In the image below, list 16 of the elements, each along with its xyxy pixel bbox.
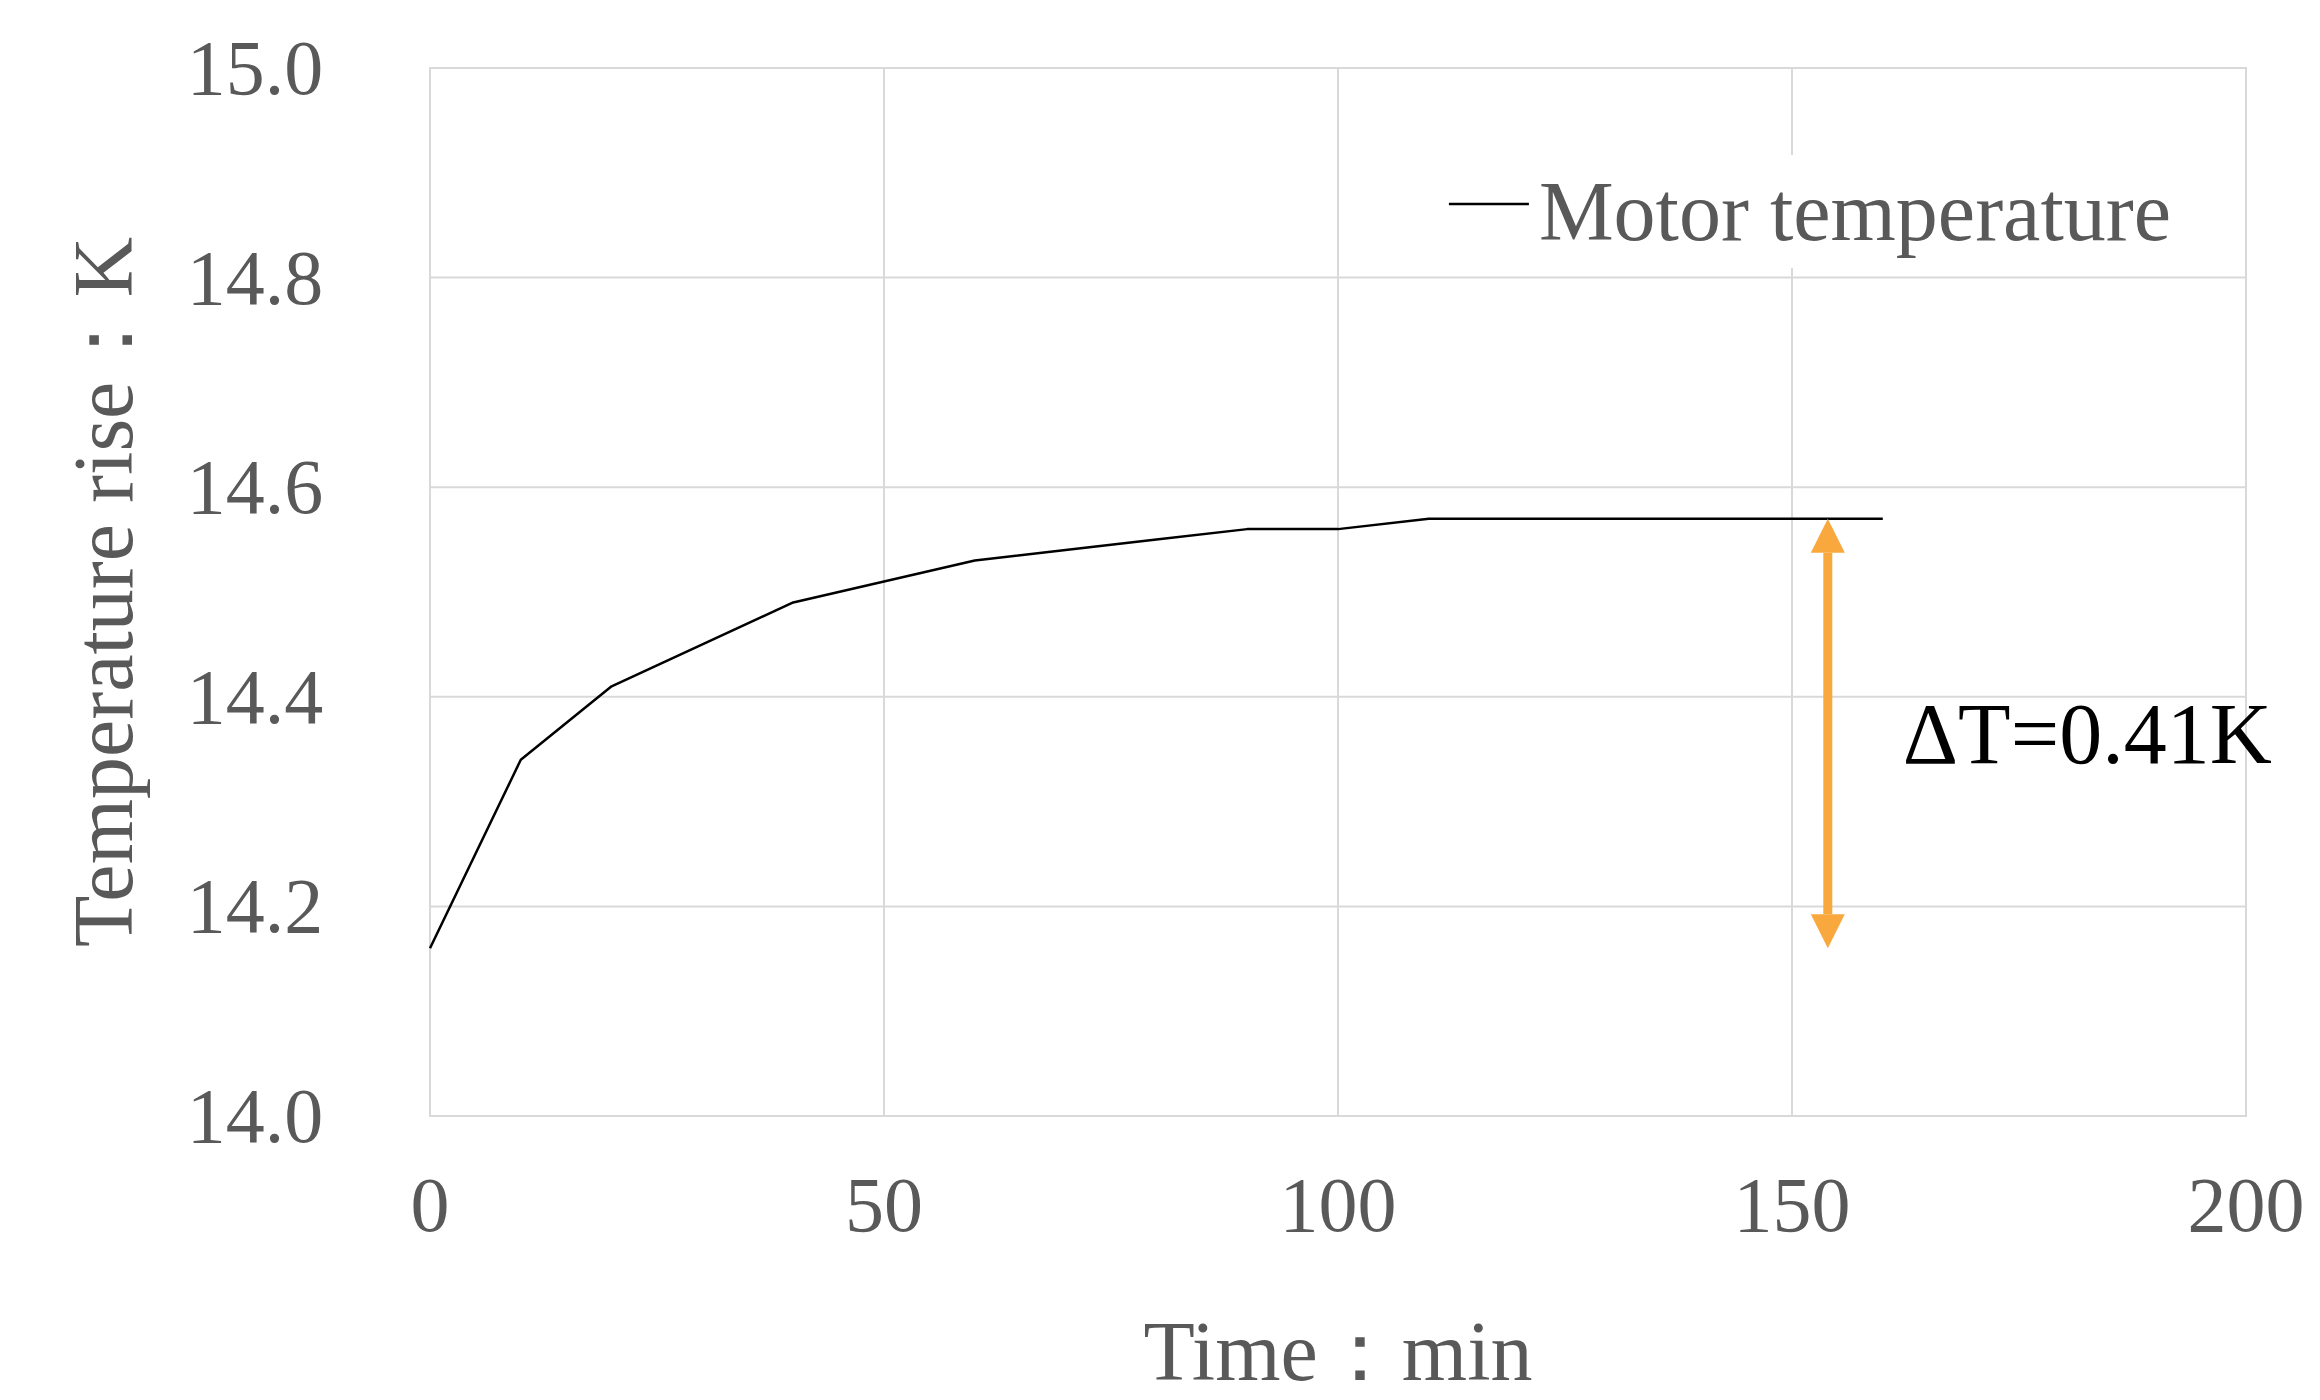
y-tick-label: 14.8 — [186, 233, 324, 321]
x-axis-title: Time：min — [1143, 1305, 1533, 1398]
x-tick-label: 50 — [845, 1161, 923, 1248]
x-tick-label: 200 — [2187, 1161, 2305, 1248]
x-tick-label: 100 — [1279, 1161, 1397, 1248]
line-series — [428, 517, 1885, 950]
y-tick-label: 14.2 — [186, 862, 324, 950]
x-tick-label: 0 — [410, 1161, 450, 1248]
y-tick-label: 14.6 — [186, 443, 324, 531]
x-tick-label: 150 — [1733, 1161, 1851, 1248]
y-axis-title: Temperature rise：K — [57, 236, 150, 948]
legend-label: Motor temperature — [1538, 165, 2171, 258]
y-tick-label: 14.4 — [186, 652, 324, 740]
y-tick-label: 15.0 — [186, 24, 324, 111]
y-tick-label: 14.0 — [186, 1072, 324, 1159]
annotation: ΔT=0.41K — [1902, 686, 2272, 783]
